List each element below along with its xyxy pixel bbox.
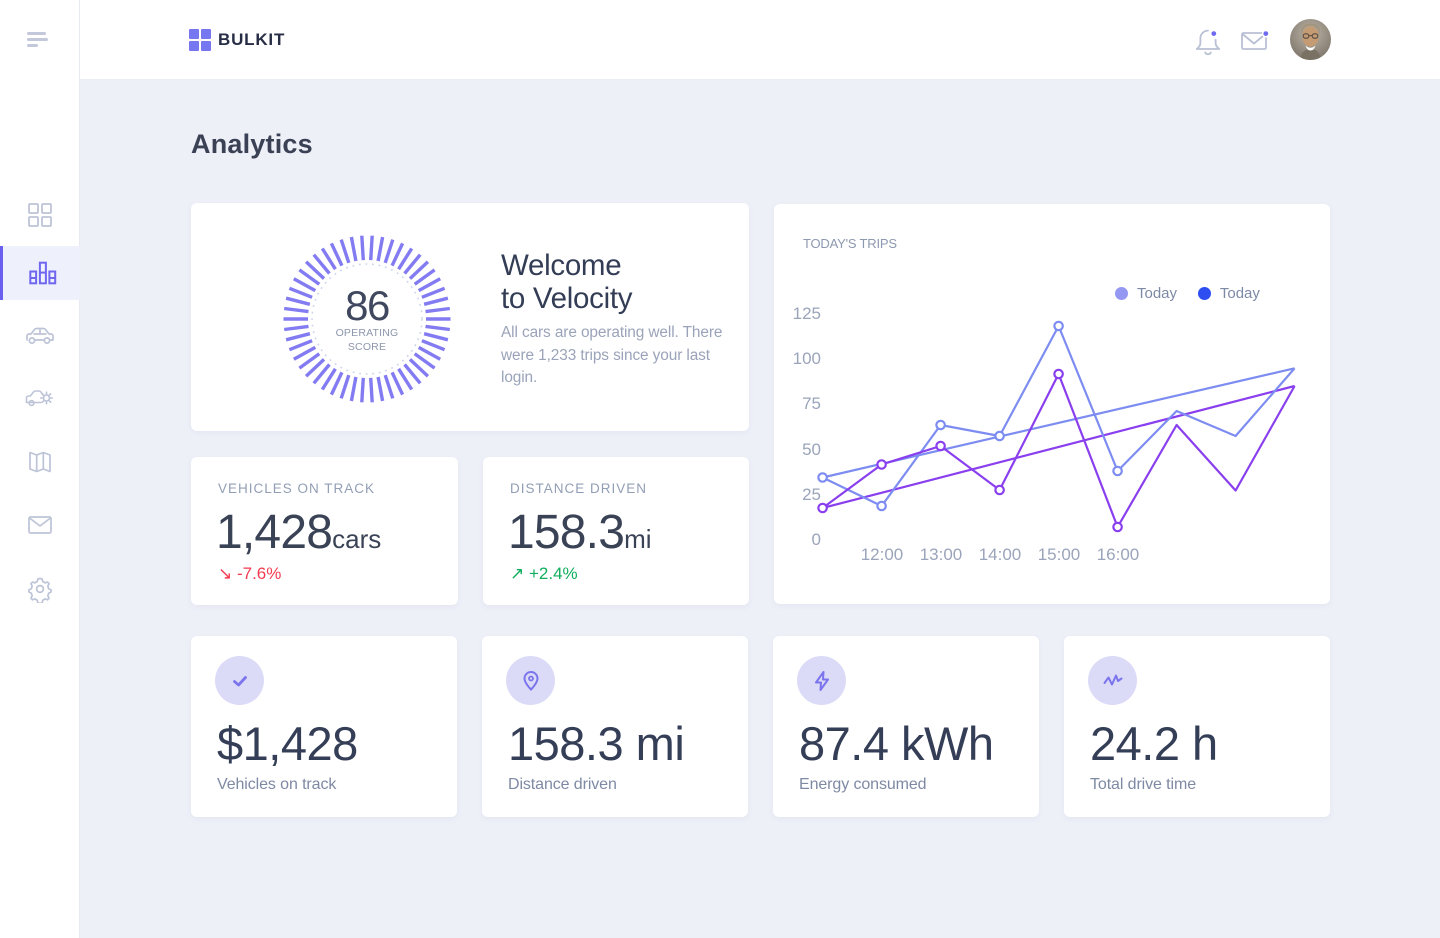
svg-text:25: 25	[802, 485, 821, 504]
svg-text:16:00: 16:00	[1097, 545, 1140, 564]
svg-text:12:00: 12:00	[861, 545, 904, 564]
svg-text:125: 125	[793, 304, 821, 323]
svg-text:15:00: 15:00	[1038, 545, 1081, 564]
svg-text:50: 50	[802, 440, 821, 459]
svg-text:75: 75	[802, 394, 821, 413]
svg-text:14:00: 14:00	[979, 545, 1022, 564]
svg-text:0: 0	[812, 530, 821, 549]
svg-text:100: 100	[793, 349, 821, 368]
svg-text:13:00: 13:00	[920, 545, 963, 564]
